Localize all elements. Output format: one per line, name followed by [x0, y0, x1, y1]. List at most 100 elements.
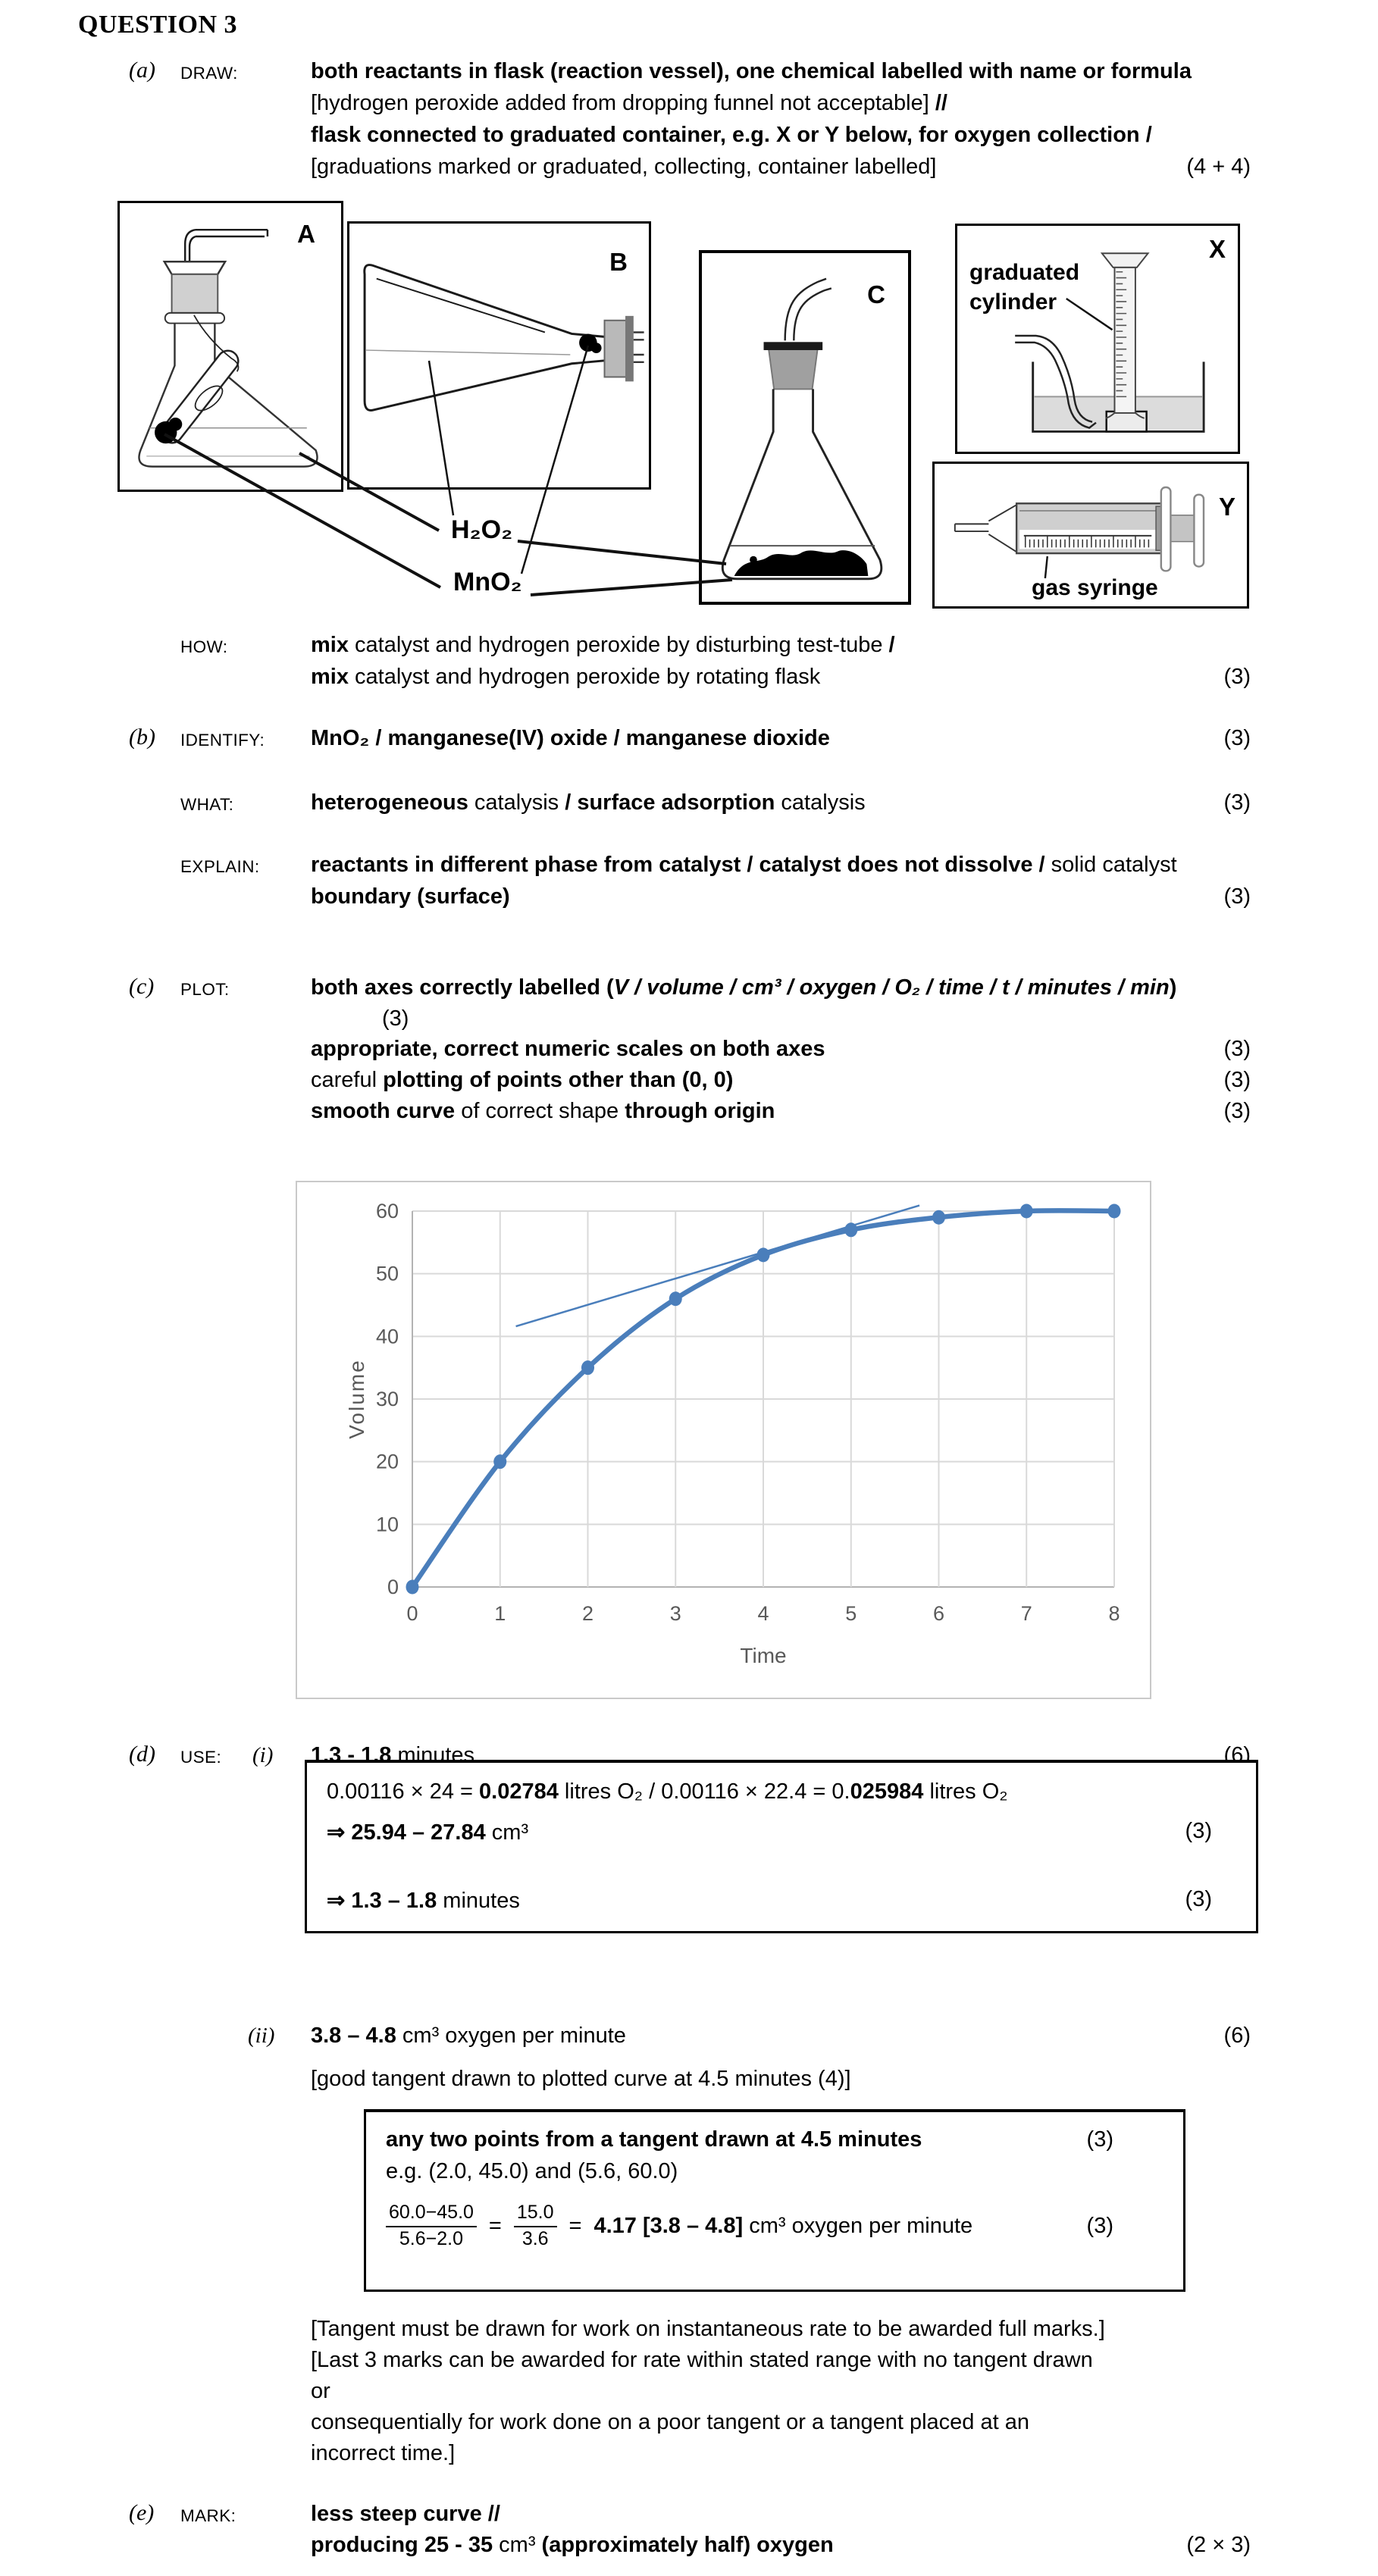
answer-line: smooth curve of correct shape through or…	[311, 1099, 1251, 1123]
working-line: e.g. (2.0, 45.0) and (5.6, 60.0)	[386, 2159, 678, 2183]
answer-line: MnO₂ / manganese(IV) oxide / manganese d…	[311, 726, 1251, 750]
section-tag-draw: DRAW:	[180, 64, 238, 83]
volume-time-chart-plot: 0 10 20 30 40 50 60 0 1 2 3 4 5 6 7 8 Time Volume	[345, 1200, 1121, 1667]
note-line: incorrect time.]	[311, 2441, 456, 2465]
svg-text:2: 2	[582, 1602, 593, 1625]
section-tag-what: WHAT:	[180, 795, 234, 814]
section-tag-how: HOW:	[180, 637, 228, 656]
section-letter-b: (b)	[129, 725, 155, 750]
answer-line: heterogeneous catalysis / surface adsorp…	[311, 790, 1251, 815]
note-line: [Tangent must be drawn for work on insta…	[311, 2317, 1105, 2341]
rate-calculation-line: 60.0−45.0 5.6−2.0 = 15.0 3.6 = 4.17 [3.8 –…	[386, 2202, 1113, 2250]
section-tag-mark: MARK:	[180, 2506, 236, 2525]
svg-text:20: 20	[376, 1451, 399, 1473]
answer-line: less steep curve //	[311, 2502, 500, 2526]
answer-line: [graduations marked or graduated, collec…	[311, 155, 1251, 179]
svg-text:5: 5	[845, 1602, 857, 1625]
panel-label-y: Y	[1218, 493, 1236, 521]
panel-label-c: C	[867, 280, 885, 308]
section-tag-explain: EXPLAIN:	[180, 857, 260, 876]
h2o2-label: H₂O₂	[451, 515, 513, 544]
volume-time-chart: 0 10 20 30 40 50 60 0 1 2 3 4 5 6 7 8 Time Volume	[296, 1181, 1151, 1699]
svg-text:3: 3	[670, 1602, 681, 1625]
answer-line: both axes correctly labelled (V / volume…	[311, 975, 1177, 1000]
working-line: ⇒ 1.3 – 1.8 minutes (3)	[327, 1887, 1212, 1913]
answer-line: [good tangent drawn to plotted curve at …	[311, 2067, 851, 2091]
working-box-di: 0.00116 × 24 = 0.02784 litres O₂ / 0.001…	[305, 1760, 1258, 1933]
svg-text:7: 7	[1021, 1602, 1032, 1625]
marks-badge: (3)	[1223, 884, 1251, 909]
svg-text:1: 1	[494, 1602, 506, 1625]
working-box-dii: any two points from a tangent drawn at 4…	[364, 2109, 1185, 2292]
marks-badge: (3)	[1223, 1099, 1251, 1123]
equals-sign: =	[568, 2213, 582, 2238]
svg-text:0: 0	[406, 1602, 418, 1625]
section-tag-plot: PLOT:	[180, 980, 230, 999]
answer-line: producing 25 - 35 cm³ (approximately hal…	[311, 2533, 1251, 2557]
section-tag-use: USE:	[180, 1748, 222, 1767]
marks-badge: (3)	[1086, 2213, 1113, 2238]
tilted-flask-b-diagram	[363, 264, 644, 412]
marks-badge: (3)	[1223, 1068, 1251, 1092]
section-tag-identify: IDENTIFY:	[180, 731, 265, 750]
answer-line: mix catalyst and hydrogen peroxide by ro…	[311, 665, 1251, 689]
equals-sign: =	[488, 2213, 502, 2238]
fraction-2: 15.0 3.6	[513, 2202, 557, 2250]
working-line: ⇒ 25.94 – 27.84 cm³ (3)	[327, 1819, 1212, 1845]
rate-result: 4.17 [3.8 – 4.8] cm³ oxygen per minute	[593, 2213, 973, 2238]
svg-text:0: 0	[387, 1576, 399, 1598]
answer-line: 3.8 – 4.8 cm³ oxygen per minute (6)	[311, 2024, 1251, 2048]
svg-text:30: 30	[376, 1388, 399, 1410]
apparatus-panel-c: C	[699, 250, 911, 605]
svg-text:Volume: Volume	[345, 1359, 368, 1438]
marks-badge: (6)	[1223, 2024, 1251, 2048]
panel-label-b: B	[609, 248, 628, 276]
section-letter-c: (c)	[129, 974, 155, 999]
svg-text:8: 8	[1108, 1602, 1120, 1625]
marks-badge: (3)	[1223, 665, 1251, 689]
answer-line: mix catalyst and hydrogen peroxide by di…	[311, 633, 895, 657]
svg-text:Time: Time	[740, 1644, 786, 1667]
gas-syringe-caption: gas syringe	[1032, 575, 1158, 600]
marks-badge: (3)	[1223, 1037, 1251, 1061]
answer-line: flask connected to graduated container, …	[311, 123, 1152, 147]
answer-line: reactants in different phase from cataly…	[311, 853, 1177, 877]
marks-badge: (3)	[1223, 726, 1251, 750]
note-line: consequentially for work done on a poor …	[311, 2410, 1029, 2434]
apparatus-panel-b: B	[347, 221, 651, 490]
answer-line: boundary (surface) (3)	[311, 884, 1251, 909]
svg-text:10: 10	[376, 1513, 399, 1535]
mno2-label: MnO₂	[453, 568, 522, 596]
graduated-cylinder-caption: graduated cylinder	[969, 260, 1080, 315]
marks-badge: (3)	[1185, 1819, 1212, 1843]
apparatus-panel-a: A	[117, 201, 343, 492]
section-letter-a: (a)	[129, 58, 155, 83]
answer-line: careful plotting of points other than (0…	[311, 1068, 1251, 1092]
answer-line: (3)	[382, 1006, 409, 1031]
subpart-i: (i)	[252, 1743, 274, 1767]
panel-label-x: X	[1208, 235, 1226, 263]
svg-text:6: 6	[933, 1602, 944, 1625]
marks-badge: (3)	[1185, 1887, 1212, 1911]
answer-line: appropriate, correct numeric scales on b…	[311, 1037, 1251, 1061]
page-title: QUESTION 3	[78, 11, 237, 39]
fraction-1: 60.0−45.0 5.6−2.0	[386, 2202, 477, 2250]
subpart-ii: (ii)	[248, 2024, 275, 2048]
apparatus-panel-x: X graduated cylinder	[955, 224, 1240, 454]
graduated-cylinder-diagram	[1015, 252, 1205, 433]
marks-badge: (4 + 4)	[1186, 155, 1251, 179]
note-line: [Last 3 marks can be awarded for rate wi…	[311, 2348, 1093, 2372]
gas-syringe-diagram	[954, 486, 1205, 579]
marks-badge: (3)	[1086, 2127, 1113, 2152]
working-line: any two points from a tangent drawn at 4…	[386, 2127, 1113, 2152]
svg-text:50: 50	[376, 1263, 399, 1285]
marks-badge: (3)	[1223, 790, 1251, 815]
answer-line: both reactants in flask (reaction vessel…	[311, 59, 1192, 83]
section-letter-e: (e)	[129, 2500, 155, 2525]
working-line: 0.00116 × 24 = 0.02784 litres O₂ / 0.001…	[327, 1779, 1008, 1804]
answer-line: [hydrogen peroxide added from dropping f…	[311, 91, 947, 115]
svg-text:4: 4	[757, 1602, 769, 1625]
marks-badge: (2 × 3)	[1186, 2533, 1251, 2557]
apparatus-panel-y: Y gas syringe	[932, 462, 1249, 609]
